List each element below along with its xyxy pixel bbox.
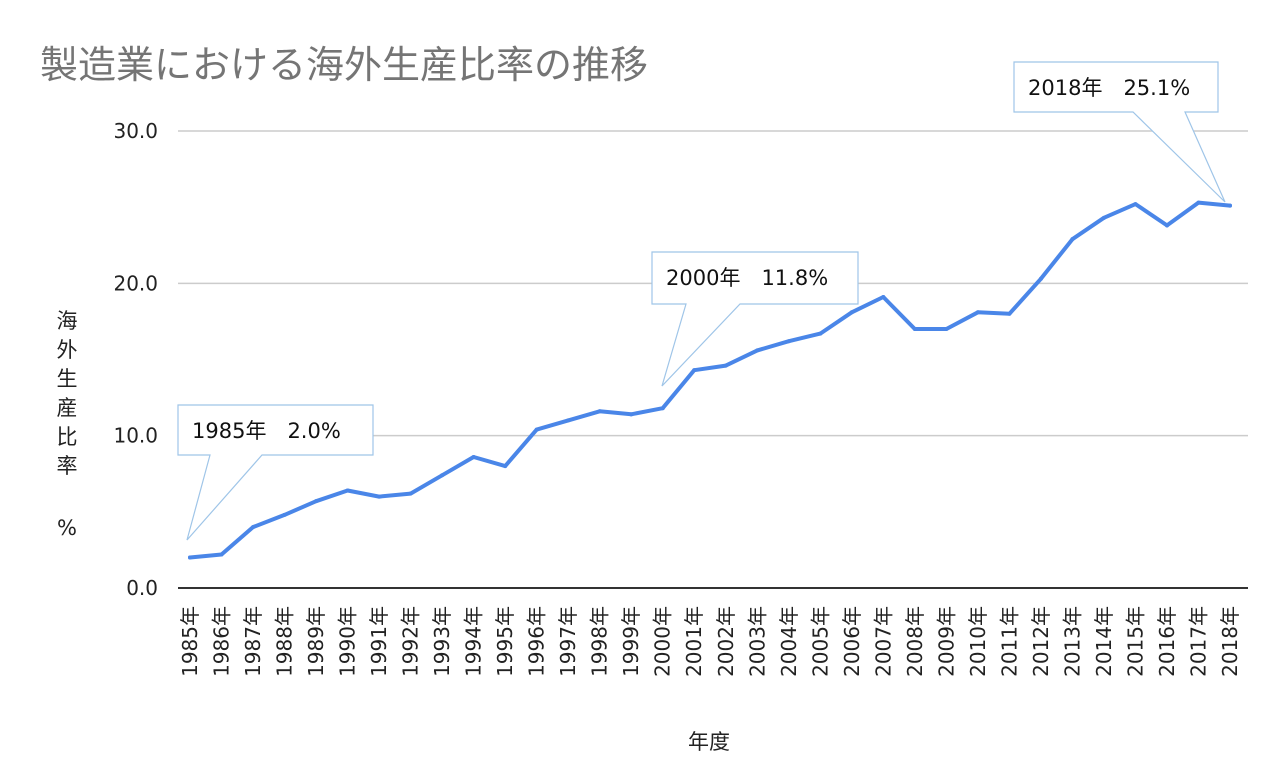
- annotation-label: 2018年 25.1%: [1028, 76, 1190, 100]
- y-axis-label-char: 率: [57, 454, 78, 478]
- data-point: [786, 339, 791, 344]
- data-point: [692, 368, 697, 373]
- data-point: [849, 310, 854, 315]
- data-point: [408, 491, 413, 496]
- data-point: [1007, 311, 1012, 316]
- y-axis-unit: %: [57, 516, 77, 540]
- x-tick-label: 1999年: [619, 606, 643, 677]
- annotation-callout: [1013, 61, 1226, 203]
- annotation-callout: [651, 251, 859, 387]
- x-tick-label: 2003年: [745, 606, 769, 677]
- x-tick-label: 2012年: [1029, 606, 1053, 677]
- data-point: [912, 327, 917, 332]
- data-point: [818, 331, 823, 336]
- data-point: [629, 412, 634, 417]
- data-point: [503, 464, 508, 469]
- x-tick-label: 2009年: [934, 606, 958, 677]
- data-point: [1196, 200, 1201, 205]
- x-tick-label: 1997年: [556, 606, 580, 677]
- x-tick-label: 2008年: [903, 606, 927, 677]
- data-point: [471, 454, 476, 459]
- x-tick-label: 1988年: [273, 606, 297, 677]
- data-point: [1164, 223, 1169, 228]
- data-point: [377, 494, 382, 499]
- data-point: [597, 409, 602, 414]
- y-axis-label-char: 生: [57, 367, 78, 391]
- x-tick-label: 2015年: [1123, 606, 1147, 677]
- data-point: [440, 473, 445, 478]
- x-tick-label: 1995年: [493, 606, 517, 677]
- data-point: [660, 406, 665, 411]
- x-tick-label: 1985年: [178, 606, 202, 677]
- x-tick-label: 2018年: [1218, 606, 1242, 677]
- y-tick-label: 0.0: [126, 576, 158, 600]
- data-point: [881, 295, 886, 300]
- data-point: [1038, 276, 1043, 281]
- x-tick-label: 1996年: [525, 606, 549, 677]
- x-tick-label: 2010年: [966, 606, 990, 677]
- x-tick-label: 2006年: [840, 606, 864, 677]
- chart-title: 製造業における海外生産比率の推移: [40, 43, 648, 87]
- x-tick-label: 1989年: [304, 606, 328, 677]
- data-point: [566, 418, 571, 423]
- data-point: [534, 427, 539, 432]
- annotation-label: 1985年 2.0%: [192, 419, 341, 443]
- x-tick-label: 1992年: [399, 606, 423, 677]
- y-axis-ticks: 0.0 10.0 20.0 30.0: [113, 119, 158, 600]
- y-tick-label: 10.0: [113, 424, 158, 448]
- x-tick-label: 1990年: [336, 606, 360, 677]
- series-line: [188, 200, 1232, 560]
- x-tick-label: 2000年: [651, 606, 675, 677]
- x-tick-label: 2014年: [1092, 606, 1116, 677]
- data-point: [219, 552, 224, 557]
- data-point: [314, 499, 319, 504]
- x-tick-label: 1994年: [462, 606, 486, 677]
- x-tick-label: 2007年: [871, 606, 895, 677]
- data-point: [1133, 202, 1138, 207]
- y-tick-label: 20.0: [113, 271, 158, 295]
- annotations: 1985年 2.0% 2000年 11.8% 2018年 25.1%: [177, 61, 1226, 541]
- data-points: [188, 200, 1232, 560]
- x-tick-label: 2011年: [997, 606, 1021, 677]
- y-axis-label-char: 産: [57, 396, 78, 420]
- data-point: [723, 363, 728, 368]
- data-point: [1101, 215, 1106, 220]
- annotation-callout: [177, 404, 374, 541]
- data-point: [345, 488, 350, 493]
- y-axis-label: 海外生産比率%: [57, 309, 78, 540]
- data-point: [251, 525, 256, 530]
- x-axis-ticks: 1985年 1986年 1987年 1988年 1989年 1990年 1991年 1992年…: [178, 606, 1242, 677]
- x-tick-label: 2004年: [777, 606, 801, 677]
- y-axis-label-char: 海: [57, 309, 78, 333]
- x-tick-label: 2001年: [682, 606, 706, 677]
- y-axis-label-char: 比: [57, 425, 78, 449]
- x-tick-label: 2005年: [808, 606, 832, 677]
- y-axis-label-char: 外: [57, 338, 78, 362]
- data-point: [282, 512, 287, 517]
- x-tick-label: 1993年: [430, 606, 454, 677]
- x-tick-label: 2013年: [1060, 606, 1084, 677]
- data-point: [188, 555, 192, 560]
- data-point: [1070, 237, 1075, 242]
- data-point: [1228, 203, 1232, 208]
- x-tick-label: 2016年: [1155, 606, 1179, 677]
- x-tick-label: 1991年: [367, 606, 391, 677]
- x-tick-label: 2017年: [1186, 606, 1210, 677]
- x-tick-label: 2002年: [714, 606, 738, 677]
- x-tick-label: 1987年: [241, 606, 265, 677]
- x-axis-label: 年度: [688, 730, 730, 754]
- x-tick-label: 1998年: [588, 606, 612, 677]
- y-tick-label: 30.0: [113, 119, 158, 143]
- data-point: [944, 327, 949, 332]
- x-tick-label: 1986年: [210, 606, 234, 677]
- annotation-label: 2000年 11.8%: [666, 266, 828, 290]
- data-point: [755, 348, 760, 353]
- data-point: [975, 310, 980, 315]
